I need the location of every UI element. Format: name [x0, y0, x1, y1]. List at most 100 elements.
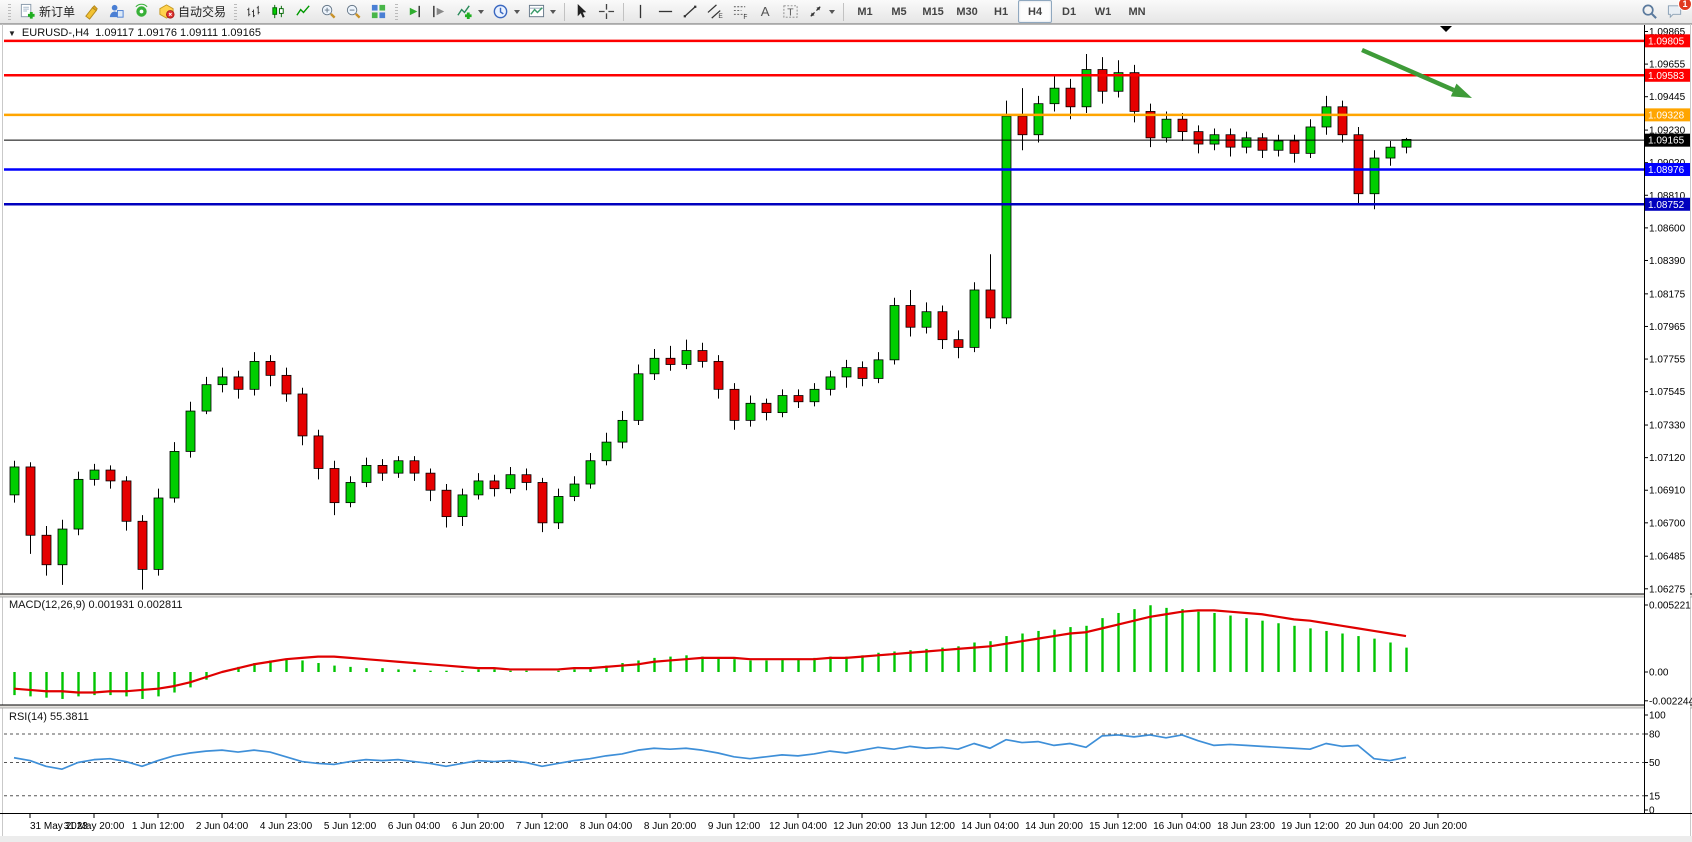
- market-button[interactable]: [104, 0, 129, 23]
- macd-indicator-label: MACD(12,26,9) 0.001931 0.002811: [9, 599, 183, 611]
- cursor-icon: [577, 3, 587, 18]
- price-axis[interactable]: 1.098651.096551.094451.092301.090201.088…: [1644, 25, 1692, 817]
- chat-button[interactable]: 1: [1662, 0, 1692, 23]
- candle: [1081, 54, 1092, 114]
- chart-shift-marker[interactable]: [1440, 26, 1452, 32]
- time-tick-label: 12 Jun 20:00: [833, 821, 891, 832]
- svg-text:1.08976: 1.08976: [1648, 165, 1685, 176]
- search-button[interactable]: [1637, 0, 1662, 23]
- candle: [1097, 57, 1108, 104]
- svg-text:1.09583: 1.09583: [1648, 71, 1685, 82]
- text-label-icon: T: [783, 5, 798, 18]
- candle: [633, 364, 644, 426]
- time-tick-label: 20 Jun 20:00: [1409, 821, 1467, 832]
- new-order-button[interactable]: 新订单: [15, 0, 79, 23]
- price-tag: 1.09583: [1645, 68, 1690, 82]
- chart-ohlc-overlay: ▼ EURUSD-,H4 1.09117 1.09176 1.09111 1.0…: [8, 27, 261, 39]
- time-tick-label: 9 Jun 12:00: [708, 821, 761, 832]
- candle: [25, 462, 36, 554]
- candle: [1385, 140, 1396, 166]
- time-tick-label: 8 Jun 20:00: [644, 821, 697, 832]
- line-chart-button[interactable]: [291, 0, 316, 23]
- arrows-tool-button[interactable]: [803, 0, 839, 23]
- toolbar-grip[interactable]: [233, 3, 239, 20]
- candle: [713, 355, 724, 399]
- trendline-icon: [683, 5, 697, 18]
- candle: [1369, 150, 1380, 210]
- channel-icon: E: [707, 4, 723, 20]
- time-tick-label: 4 Jun 23:00: [260, 821, 313, 832]
- candle: [313, 429, 324, 480]
- candle: [1161, 111, 1172, 143]
- zoom-out-button[interactable]: [341, 0, 366, 23]
- tab-timeframe-W1[interactable]: W1: [1094, 5, 1112, 18]
- tab-timeframe-H4[interactable]: H4: [1018, 0, 1053, 23]
- equidistant-channel-tool-button[interactable]: E: [703, 0, 728, 23]
- candle: [761, 398, 772, 421]
- candle: [617, 411, 628, 449]
- candle: [873, 352, 884, 384]
- tab-timeframe-M30[interactable]: M30: [956, 5, 978, 18]
- svg-text:E: E: [718, 13, 723, 20]
- chevron-down-icon[interactable]: ▼: [8, 28, 16, 38]
- tab-timeframe-MN[interactable]: MN: [1128, 5, 1146, 18]
- signals-button[interactable]: [129, 0, 154, 23]
- toolbar-right-group: 1: [1637, 0, 1692, 23]
- time-tick-label: 8 Jun 04:00: [580, 821, 633, 832]
- crosshair-tool-button[interactable]: [594, 0, 619, 23]
- text-label-tool-button[interactable]: T: [778, 0, 803, 23]
- price-tag: 1.08752: [1645, 197, 1690, 211]
- candle: [1257, 133, 1268, 159]
- tab-timeframe-D1[interactable]: D1: [1062, 5, 1077, 18]
- price-tick-label: 1.07330: [1649, 421, 1686, 432]
- candle: [969, 282, 980, 353]
- templates-button[interactable]: [524, 0, 560, 23]
- toolbar-separator: [564, 2, 566, 21]
- trend-arrow-annotation[interactable]: [1361, 47, 1472, 98]
- trendline-tool-button[interactable]: [678, 0, 703, 23]
- chart-shift-button[interactable]: [427, 0, 452, 23]
- candlestick-chart-button[interactable]: [266, 0, 291, 23]
- periods-button[interactable]: [488, 0, 524, 23]
- time-tick-label: 1 Jun 12:00: [132, 821, 185, 832]
- search-icon: [1642, 4, 1657, 19]
- toolbar-grip[interactable]: [394, 3, 400, 20]
- tab-timeframe-M15[interactable]: M15: [922, 5, 944, 18]
- price-tick-label: 1.08600: [1649, 223, 1686, 234]
- price-tag: 1.09328: [1645, 108, 1690, 122]
- price-tick-label: 1.06485: [1649, 552, 1686, 563]
- bar-chart-button[interactable]: [241, 0, 266, 23]
- text-tool-button[interactable]: A: [753, 0, 778, 23]
- candle: [41, 525, 52, 576]
- tab-timeframe-M1[interactable]: M1: [857, 5, 873, 18]
- line-chart-icon: [296, 5, 310, 16]
- rsi-tick-label: 50: [1649, 758, 1661, 769]
- auto-scroll-button[interactable]: [402, 0, 427, 23]
- candle: [425, 468, 436, 502]
- price-tick-label: 1.06910: [1649, 486, 1686, 497]
- autotrading-button[interactable]: 自动交易: [154, 0, 230, 23]
- tab-timeframe-H1[interactable]: H1: [994, 5, 1009, 18]
- candle: [1177, 113, 1188, 141]
- candle: [649, 348, 660, 381]
- rsi-value: 55.3811: [49, 711, 89, 723]
- horizontal-line-tool-button[interactable]: [653, 0, 678, 23]
- candle: [169, 442, 180, 503]
- metaeditor-button[interactable]: [79, 0, 104, 23]
- toolbar-grip[interactable]: [7, 3, 12, 20]
- candle: [409, 456, 420, 481]
- candle: [681, 339, 692, 370]
- tile-windows-button[interactable]: [366, 0, 391, 23]
- zoom-in-button[interactable]: [316, 0, 341, 23]
- fibonacci-tool-button[interactable]: F: [728, 0, 753, 23]
- indicators-button[interactable]: [452, 0, 488, 23]
- price-tag: 1.09805: [1645, 34, 1690, 48]
- tab-timeframe-M5[interactable]: M5: [891, 5, 907, 18]
- cursor-tool-button[interactable]: [569, 0, 594, 23]
- vertical-line-tool-button[interactable]: [628, 0, 653, 23]
- candle: [585, 452, 596, 489]
- candle: [345, 476, 356, 508]
